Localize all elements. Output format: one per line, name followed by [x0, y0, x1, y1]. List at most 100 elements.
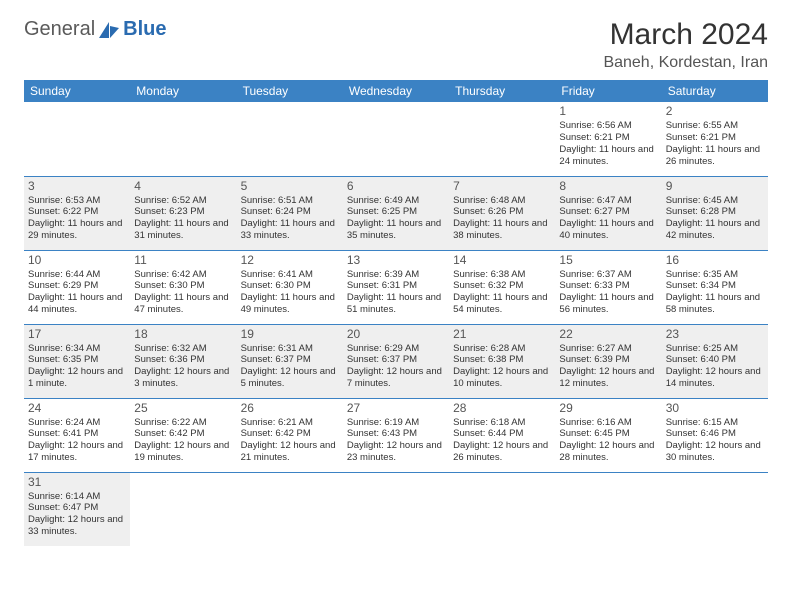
calendar-cell: 16Sunrise: 6:35 AMSunset: 6:34 PMDayligh…	[662, 250, 768, 324]
calendar-cell: 19Sunrise: 6:31 AMSunset: 6:37 PMDayligh…	[237, 324, 343, 398]
calendar-cell	[343, 102, 449, 176]
sunrise-line: Sunrise: 6:15 AM	[666, 417, 764, 429]
calendar-cell: 2Sunrise: 6:55 AMSunset: 6:21 PMDaylight…	[662, 102, 768, 176]
day-number: 5	[241, 179, 339, 194]
calendar-cell: 17Sunrise: 6:34 AMSunset: 6:35 PMDayligh…	[24, 324, 130, 398]
weekday-header: Thursday	[449, 80, 555, 102]
sunrise-line: Sunrise: 6:29 AM	[347, 343, 445, 355]
daylight-line: Daylight: 11 hours and 29 minutes.	[28, 218, 126, 242]
calendar-cell: 31Sunrise: 6:14 AMSunset: 6:47 PMDayligh…	[24, 472, 130, 546]
daylight-line: Daylight: 11 hours and 40 minutes.	[559, 218, 657, 242]
day-number: 21	[453, 327, 551, 342]
daylight-line: Daylight: 11 hours and 51 minutes.	[347, 292, 445, 316]
calendar-cell	[555, 472, 661, 546]
daylight-line: Daylight: 12 hours and 14 minutes.	[666, 366, 764, 390]
sunrise-line: Sunrise: 6:52 AM	[134, 195, 232, 207]
sunset-line: Sunset: 6:28 PM	[666, 206, 764, 218]
weekday-header: Monday	[130, 80, 236, 102]
sunrise-line: Sunrise: 6:53 AM	[28, 195, 126, 207]
daylight-line: Daylight: 12 hours and 12 minutes.	[559, 366, 657, 390]
sunset-line: Sunset: 6:22 PM	[28, 206, 126, 218]
sunrise-line: Sunrise: 6:14 AM	[28, 491, 126, 503]
sunrise-line: Sunrise: 6:48 AM	[453, 195, 551, 207]
sunrise-line: Sunrise: 6:39 AM	[347, 269, 445, 281]
day-number: 10	[28, 253, 126, 268]
calendar-week-row: 31Sunrise: 6:14 AMSunset: 6:47 PMDayligh…	[24, 472, 768, 546]
sunrise-line: Sunrise: 6:45 AM	[666, 195, 764, 207]
calendar-cell: 22Sunrise: 6:27 AMSunset: 6:39 PMDayligh…	[555, 324, 661, 398]
day-number: 1	[559, 104, 657, 119]
sunrise-line: Sunrise: 6:18 AM	[453, 417, 551, 429]
sunrise-line: Sunrise: 6:44 AM	[28, 269, 126, 281]
logo: General Blue	[24, 18, 167, 41]
daylight-line: Daylight: 12 hours and 28 minutes.	[559, 440, 657, 464]
sunrise-line: Sunrise: 6:24 AM	[28, 417, 126, 429]
sunset-line: Sunset: 6:36 PM	[134, 354, 232, 366]
sail-icon	[97, 20, 121, 40]
weekday-header: Friday	[555, 80, 661, 102]
sunrise-line: Sunrise: 6:35 AM	[666, 269, 764, 281]
sunset-line: Sunset: 6:30 PM	[241, 280, 339, 292]
calendar-week-row: 17Sunrise: 6:34 AMSunset: 6:35 PMDayligh…	[24, 324, 768, 398]
day-number: 11	[134, 253, 232, 268]
daylight-line: Daylight: 12 hours and 19 minutes.	[134, 440, 232, 464]
calendar-cell: 5Sunrise: 6:51 AMSunset: 6:24 PMDaylight…	[237, 176, 343, 250]
day-number: 12	[241, 253, 339, 268]
sunrise-line: Sunrise: 6:55 AM	[666, 120, 764, 132]
sunrise-line: Sunrise: 6:49 AM	[347, 195, 445, 207]
logo-text-2: Blue	[123, 18, 166, 41]
sunset-line: Sunset: 6:37 PM	[347, 354, 445, 366]
day-number: 29	[559, 401, 657, 416]
sunrise-line: Sunrise: 6:37 AM	[559, 269, 657, 281]
header: General Blue March 2024 Baneh, Kordestan…	[24, 18, 768, 72]
day-number: 20	[347, 327, 445, 342]
daylight-line: Daylight: 12 hours and 33 minutes.	[28, 514, 126, 538]
day-number: 14	[453, 253, 551, 268]
day-number: 25	[134, 401, 232, 416]
sunset-line: Sunset: 6:34 PM	[666, 280, 764, 292]
calendar-cell: 20Sunrise: 6:29 AMSunset: 6:37 PMDayligh…	[343, 324, 449, 398]
day-number: 24	[28, 401, 126, 416]
sunrise-line: Sunrise: 6:34 AM	[28, 343, 126, 355]
month-title: March 2024	[603, 18, 768, 52]
daylight-line: Daylight: 11 hours and 54 minutes.	[453, 292, 551, 316]
calendar-cell: 29Sunrise: 6:16 AMSunset: 6:45 PMDayligh…	[555, 398, 661, 472]
sunrise-line: Sunrise: 6:31 AM	[241, 343, 339, 355]
daylight-line: Daylight: 11 hours and 44 minutes.	[28, 292, 126, 316]
sunrise-line: Sunrise: 6:56 AM	[559, 120, 657, 132]
calendar-cell: 9Sunrise: 6:45 AMSunset: 6:28 PMDaylight…	[662, 176, 768, 250]
weekday-header: Saturday	[662, 80, 768, 102]
day-number: 22	[559, 327, 657, 342]
calendar-week-row: 3Sunrise: 6:53 AMSunset: 6:22 PMDaylight…	[24, 176, 768, 250]
sunrise-line: Sunrise: 6:41 AM	[241, 269, 339, 281]
daylight-line: Daylight: 12 hours and 26 minutes.	[453, 440, 551, 464]
calendar-cell	[237, 102, 343, 176]
daylight-line: Daylight: 11 hours and 35 minutes.	[347, 218, 445, 242]
weekday-header-row: SundayMondayTuesdayWednesdayThursdayFrid…	[24, 80, 768, 102]
calendar-table: SundayMondayTuesdayWednesdayThursdayFrid…	[24, 80, 768, 546]
day-number: 23	[666, 327, 764, 342]
calendar-cell: 25Sunrise: 6:22 AMSunset: 6:42 PMDayligh…	[130, 398, 236, 472]
calendar-cell	[449, 472, 555, 546]
sunrise-line: Sunrise: 6:47 AM	[559, 195, 657, 207]
sunset-line: Sunset: 6:27 PM	[559, 206, 657, 218]
sunrise-line: Sunrise: 6:42 AM	[134, 269, 232, 281]
calendar-cell: 27Sunrise: 6:19 AMSunset: 6:43 PMDayligh…	[343, 398, 449, 472]
sunrise-line: Sunrise: 6:27 AM	[559, 343, 657, 355]
day-number: 26	[241, 401, 339, 416]
day-number: 16	[666, 253, 764, 268]
sunset-line: Sunset: 6:37 PM	[241, 354, 339, 366]
sunset-line: Sunset: 6:21 PM	[666, 132, 764, 144]
daylight-line: Daylight: 11 hours and 49 minutes.	[241, 292, 339, 316]
daylight-line: Daylight: 11 hours and 33 minutes.	[241, 218, 339, 242]
logo-text-1: General	[24, 18, 95, 41]
calendar-cell: 12Sunrise: 6:41 AMSunset: 6:30 PMDayligh…	[237, 250, 343, 324]
sunset-line: Sunset: 6:21 PM	[559, 132, 657, 144]
sunset-line: Sunset: 6:26 PM	[453, 206, 551, 218]
daylight-line: Daylight: 11 hours and 47 minutes.	[134, 292, 232, 316]
daylight-line: Daylight: 11 hours and 58 minutes.	[666, 292, 764, 316]
calendar-cell: 3Sunrise: 6:53 AMSunset: 6:22 PMDaylight…	[24, 176, 130, 250]
daylight-line: Daylight: 12 hours and 1 minute.	[28, 366, 126, 390]
calendar-cell: 6Sunrise: 6:49 AMSunset: 6:25 PMDaylight…	[343, 176, 449, 250]
day-number: 9	[666, 179, 764, 194]
